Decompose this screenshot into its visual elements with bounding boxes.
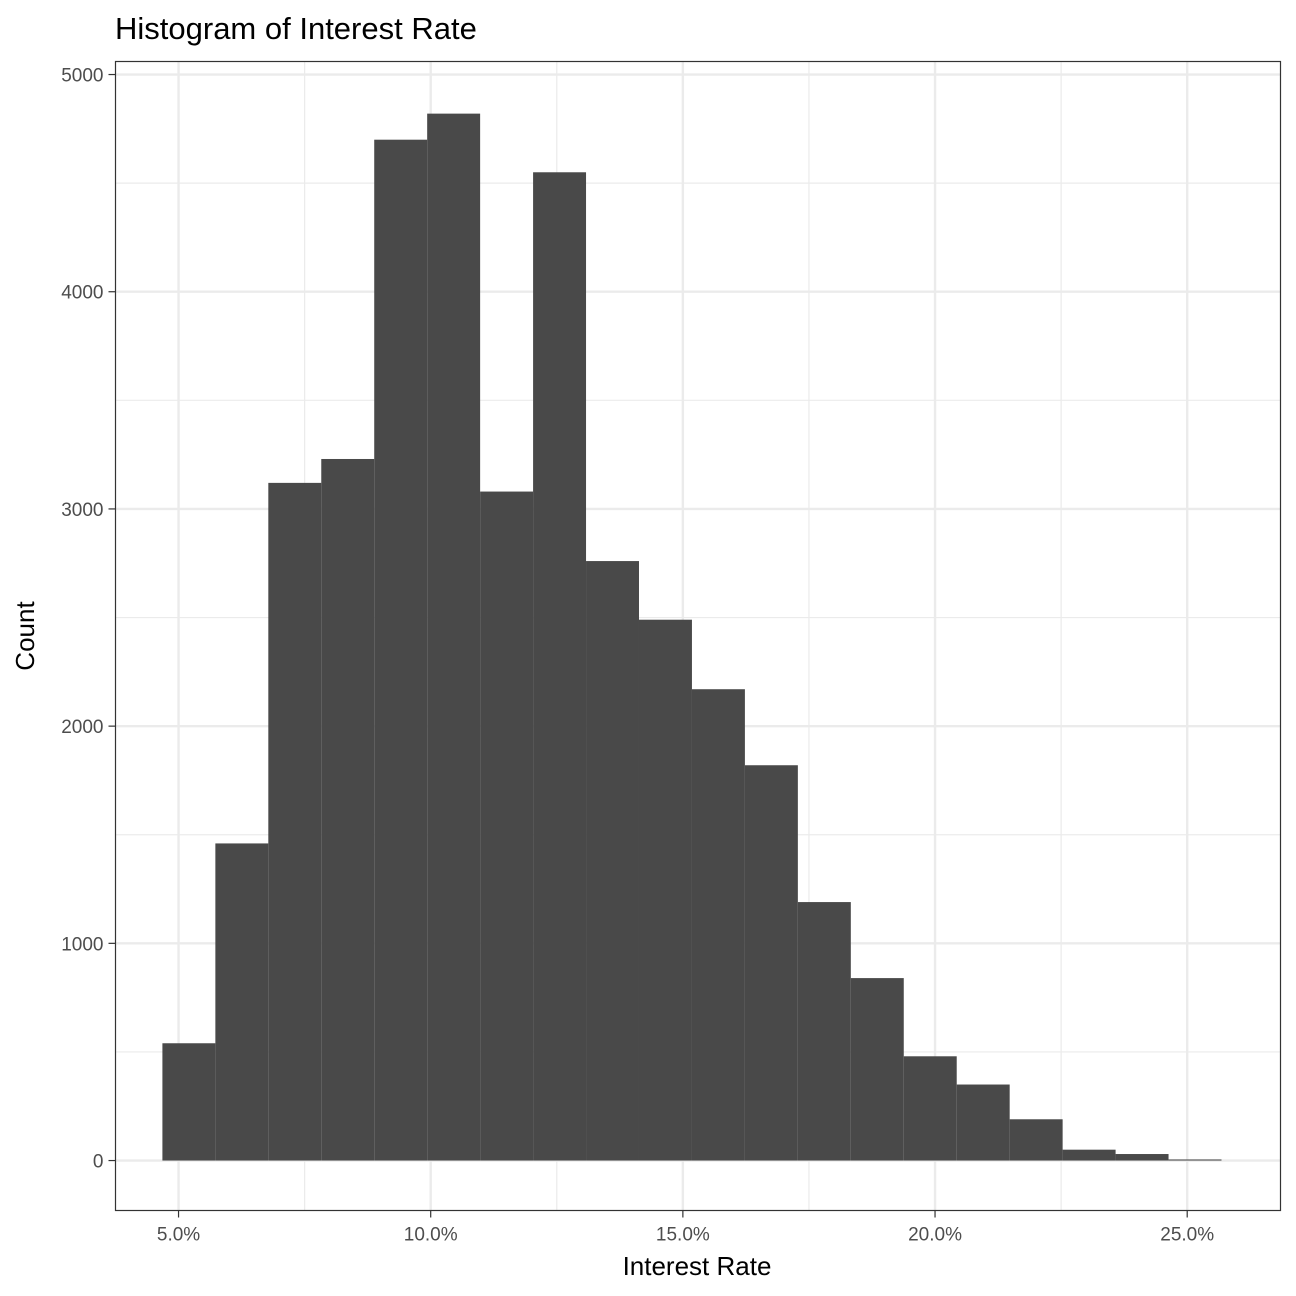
histogram-bar <box>691 689 745 1161</box>
x-tick-label: 10.0% <box>404 1225 458 1246</box>
histogram-bar <box>374 139 428 1161</box>
chart-title: Histogram of Interest Rate <box>115 11 477 46</box>
histogram-bar <box>903 1056 957 1161</box>
y-tick-label: 3000 <box>61 500 103 521</box>
x-tick-label: 25.0% <box>1160 1225 1214 1246</box>
histogram-bar <box>215 843 269 1161</box>
y-tick-label: 2000 <box>61 717 103 738</box>
histogram-bar <box>427 113 481 1161</box>
histogram-bar <box>162 1043 216 1161</box>
histogram-bar <box>1115 1154 1169 1161</box>
histogram-bar <box>1168 1159 1222 1161</box>
histogram-bar <box>956 1084 1010 1161</box>
histogram-bar <box>1062 1149 1116 1161</box>
histogram-bar <box>533 172 587 1161</box>
x-tick-label: 20.0% <box>908 1225 962 1246</box>
histogram-bar <box>586 561 639 1161</box>
x-tick-label: 15.0% <box>656 1225 710 1246</box>
panel-border <box>114 60 1282 1212</box>
histogram-bar <box>797 902 851 1161</box>
y-axis-title: Count <box>10 601 40 671</box>
x-axis-title: Interest Rate <box>623 1251 772 1281</box>
axis-layer: 5.0% 10.0% 15.0% 20.0% 25.0% 0 1000 2000 3000 400… <box>61 66 1214 1246</box>
histogram-bar <box>1009 1119 1063 1161</box>
y-tick-label: 0 <box>93 1152 104 1173</box>
histogram-bar <box>638 619 692 1161</box>
bars-layer <box>162 113 1222 1161</box>
x-tick-label: 5.0% <box>157 1225 200 1246</box>
y-tick-label: 4000 <box>61 283 103 304</box>
histogram-bar <box>268 482 322 1161</box>
histogram-bar <box>744 765 798 1161</box>
y-tick-label: 1000 <box>61 934 103 955</box>
histogram-bar <box>480 491 534 1161</box>
histogram-bar <box>321 458 375 1161</box>
histogram-bar <box>850 978 904 1161</box>
y-tick-label: 5000 <box>61 66 103 87</box>
